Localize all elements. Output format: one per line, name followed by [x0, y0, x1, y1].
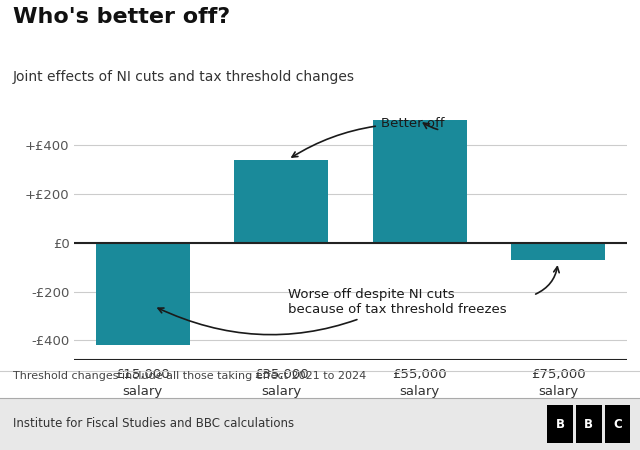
Bar [511, 243, 605, 260]
Bar [234, 160, 328, 243]
Text: Who's better off?: Who's better off? [13, 7, 230, 27]
Text: Worse off despite NI cuts
because of tax threshold freezes: Worse off despite NI cuts because of tax… [158, 288, 507, 335]
Bar [605, 405, 630, 443]
Text: B: B [584, 418, 593, 431]
Bar [372, 121, 467, 243]
Text: Threshold changes include all those taking effect 2021 to 2024: Threshold changes include all those taki… [13, 371, 366, 381]
Text: C: C [613, 418, 622, 431]
Text: Institute for Fiscal Studies and BBC calculations: Institute for Fiscal Studies and BBC cal… [13, 417, 294, 430]
Bar [96, 243, 190, 345]
Bar [547, 405, 573, 443]
Text: Joint effects of NI cuts and tax threshold changes: Joint effects of NI cuts and tax thresho… [13, 70, 355, 84]
Bar [576, 405, 602, 443]
Text: B: B [556, 418, 564, 431]
Text: Better off: Better off [292, 117, 444, 157]
